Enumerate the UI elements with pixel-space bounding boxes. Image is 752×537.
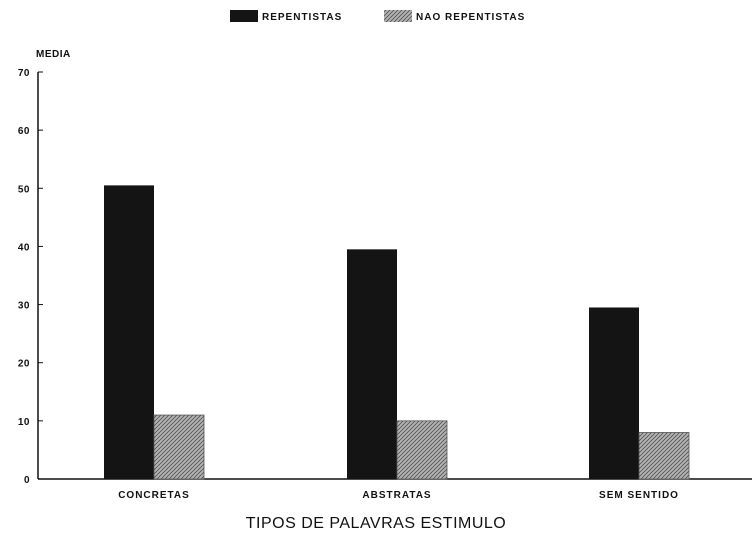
- legend-swatch-nao-repentistas: [384, 10, 412, 22]
- x-category-label: ABSTRATAS: [362, 490, 431, 501]
- y-ticks: 0 10 20 30 40 50 60 70: [18, 68, 43, 486]
- y-tick-label: 0: [24, 475, 30, 486]
- y-tick-label: 40: [18, 242, 30, 253]
- bar-repentistas-abstratas: [347, 249, 397, 479]
- y-tick-label: 20: [18, 359, 30, 370]
- legend-swatch-repentistas: [230, 10, 258, 22]
- legend-label-repentistas: REPENTISTAS: [262, 12, 342, 23]
- y-tick-label: 60: [18, 126, 30, 137]
- category-labels: CONCRETAS ABSTRATAS SEM SENTIDO: [118, 490, 679, 501]
- legend-label-nao-repentistas: NAO REPENTISTAS: [416, 12, 525, 23]
- y-tick-label: 10: [18, 417, 30, 428]
- bars: [104, 185, 690, 480]
- bar-nao-repentistas-sem-sentido: [638, 432, 690, 480]
- bar-repentistas-concretas: [104, 185, 154, 479]
- x-category-label: CONCRETAS: [118, 490, 190, 501]
- x-category-label: SEM SENTIDO: [599, 490, 679, 501]
- y-tick-label: 70: [18, 68, 30, 79]
- x-axis-label: TIPOS DE PALAVRAS ESTIMULO: [246, 515, 506, 532]
- y-tick-label: 50: [18, 184, 30, 195]
- bar-nao-repentistas-abstratas: [396, 420, 448, 480]
- y-tick-label: 30: [18, 301, 30, 312]
- y-axis-label: MEDIA: [36, 49, 71, 60]
- bar-repentistas-sem-sentido: [589, 307, 639, 479]
- legend: REPENTISTAS NAO REPENTISTAS: [230, 10, 525, 23]
- bar-nao-repentistas-concretas: [153, 414, 205, 480]
